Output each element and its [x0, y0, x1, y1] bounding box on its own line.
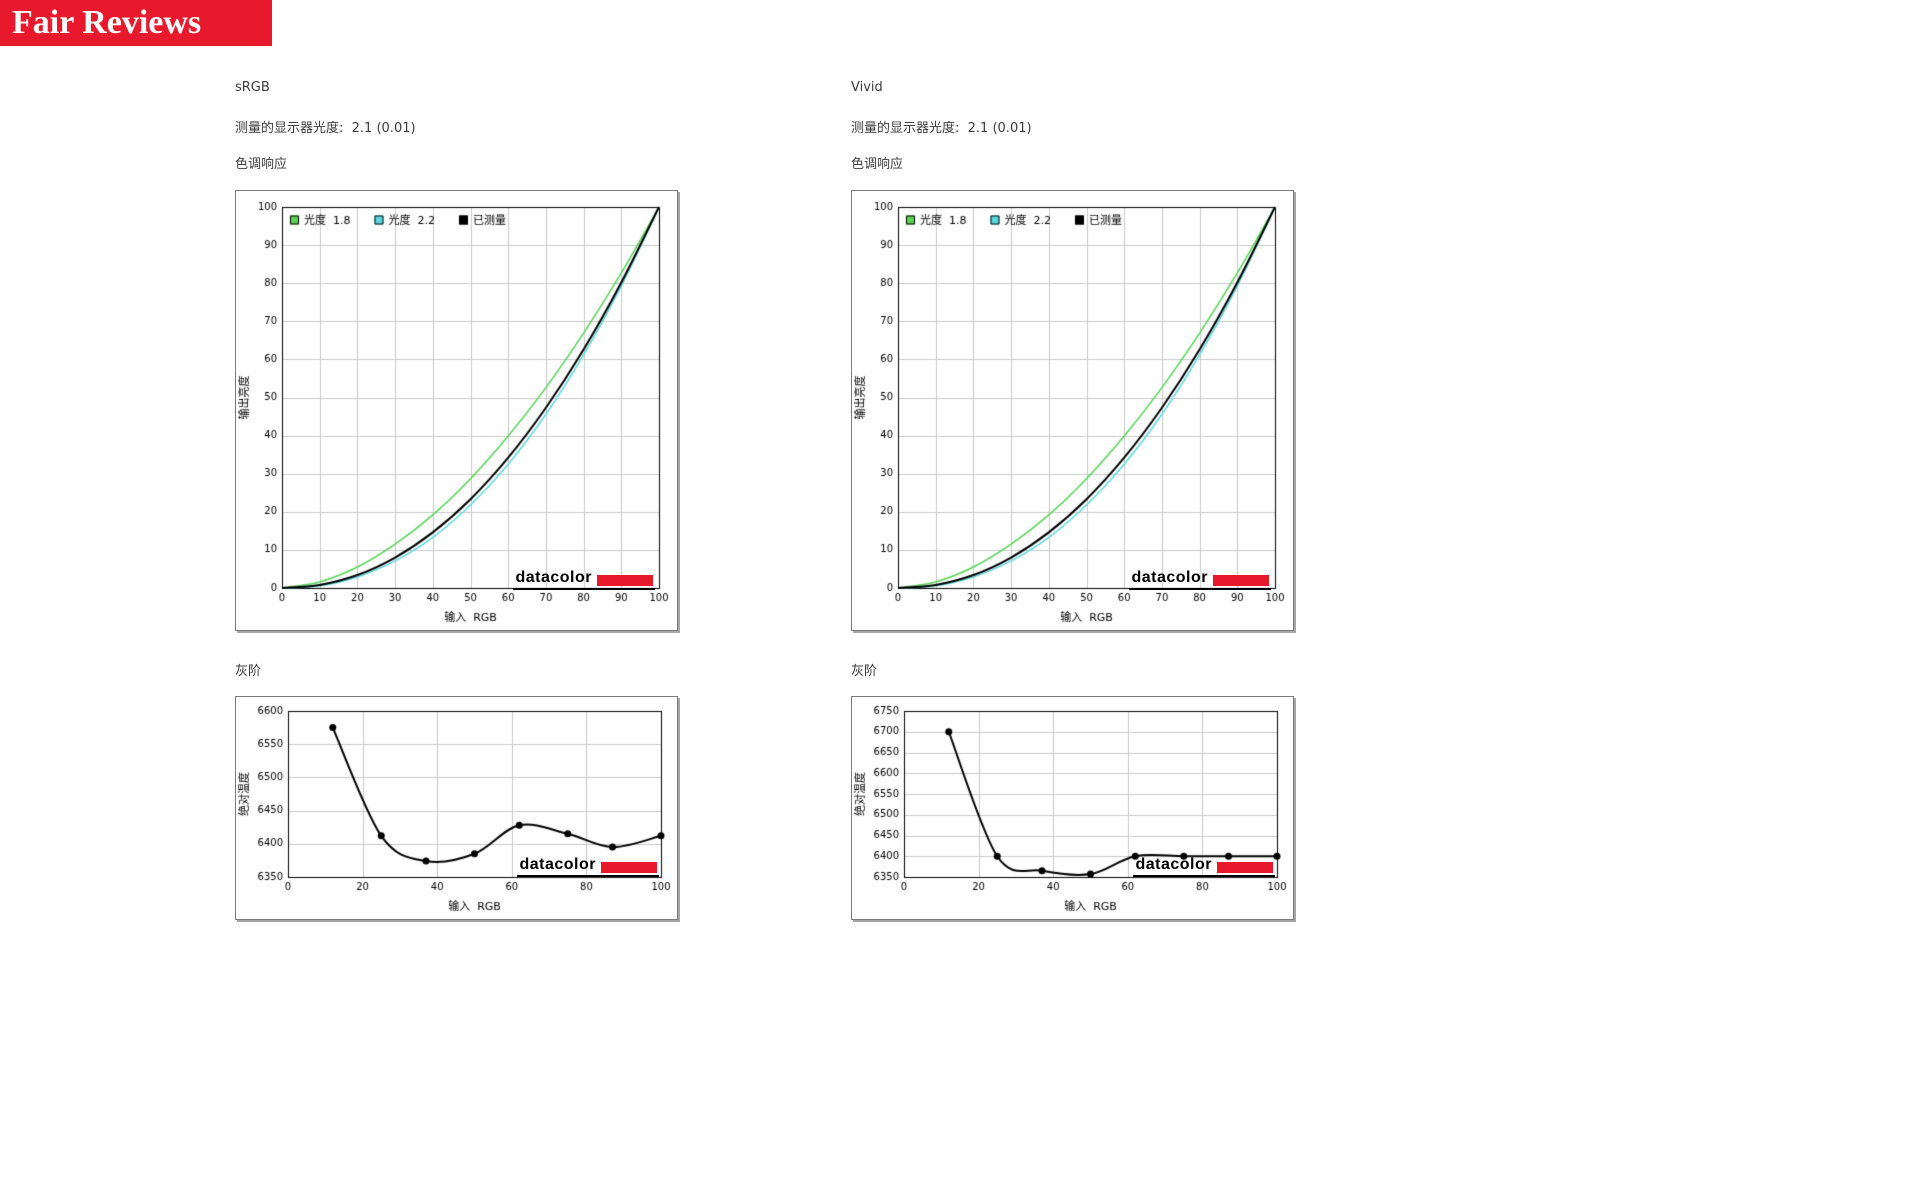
grayscale-chart-vivid: datacolor: [851, 696, 1294, 920]
datacolor-logo-text: datacolor: [519, 856, 596, 873]
datacolor-logo: datacolor: [1133, 857, 1275, 877]
gamma-label: 测量的显示器光度:: [851, 121, 960, 136]
site-banner-title: Fair Reviews: [12, 4, 202, 41]
datacolor-logo-mark: [1217, 862, 1273, 873]
gamma-value: 2.1 (0.01): [351, 121, 416, 136]
datacolor-logo-mark: [597, 575, 653, 586]
datacolor-logo-mark: [601, 862, 657, 873]
datacolor-logo-text: datacolor: [1135, 856, 1212, 873]
column-srgb: sRGB 测量的显示器光度: 2.1 (0.01) 色调响应 datacolor…: [235, 0, 678, 1200]
tone-response-chart-srgb: datacolor: [235, 190, 678, 631]
grayscale-chart-srgb: datacolor: [235, 696, 678, 920]
gamma-readout-srgb: 测量的显示器光度: 2.1 (0.01): [235, 117, 416, 136]
gamma-label: 测量的显示器光度:: [235, 121, 344, 136]
gamma-readout-vivid: 测量的显示器光度: 2.1 (0.01): [851, 117, 1032, 136]
mode-label-srgb: sRGB: [235, 80, 270, 95]
tone-response-heading-srgb: 色调响应: [235, 157, 288, 172]
site-banner: Fair Reviews: [0, 0, 272, 46]
datacolor-logo-text: datacolor: [515, 569, 592, 586]
grayscale-heading-vivid: 灰阶: [851, 664, 878, 679]
tone-response-canvas-vivid: [852, 191, 1291, 628]
grayscale-canvas-vivid: [852, 697, 1291, 917]
datacolor-logo-mark: [1213, 575, 1269, 586]
gamma-value: 2.1 (0.01): [967, 121, 1032, 136]
datacolor-logo-text: datacolor: [1131, 569, 1208, 586]
grayscale-heading-srgb: 灰阶: [235, 664, 262, 679]
datacolor-logo: datacolor: [513, 570, 655, 590]
tone-response-heading-vivid: 色调响应: [851, 157, 904, 172]
tone-response-chart-vivid: datacolor: [851, 190, 1294, 631]
mode-label-vivid: Vivid: [851, 80, 883, 95]
grayscale-canvas-srgb: [236, 697, 675, 917]
datacolor-logo: datacolor: [1129, 570, 1271, 590]
datacolor-logo: datacolor: [517, 857, 659, 877]
tone-response-canvas-srgb: [236, 191, 675, 628]
column-vivid: Vivid 测量的显示器光度: 2.1 (0.01) 色调响应 datacolo…: [851, 0, 1294, 1200]
